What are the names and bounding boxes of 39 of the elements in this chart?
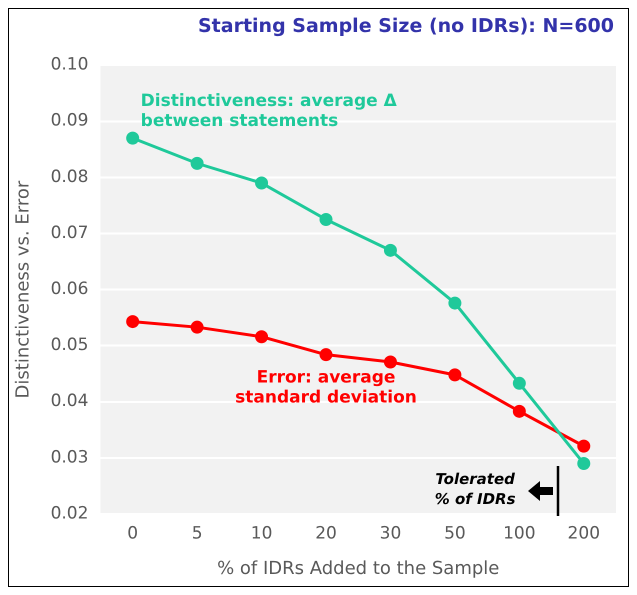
x-tick-label: 5: [192, 524, 203, 544]
x-tick-label: 50: [444, 524, 466, 544]
point: [577, 457, 590, 470]
series-label: Distinctiveness: average Δ between statements: [140, 91, 398, 132]
chart-title: Starting Sample Size (no IDRs): N=600: [196, 14, 615, 39]
x-tick-label: 100: [503, 524, 536, 544]
x-tick-label: 0: [127, 524, 138, 544]
x-tick-label: 10: [250, 524, 272, 544]
point: [448, 296, 462, 310]
point: [190, 320, 204, 334]
point: [255, 176, 268, 190]
y-tick-label: 0.07: [50, 222, 88, 243]
point: [320, 212, 333, 226]
x-tick-label: 200: [568, 524, 600, 544]
point: [126, 132, 140, 145]
point: [577, 440, 590, 453]
x-tick-label: 20: [315, 524, 337, 544]
y-tick-label: 0.10: [50, 54, 88, 75]
y-axis-title: Distinctiveness vs. Error: [12, 180, 34, 398]
point: [126, 315, 140, 328]
point: [512, 404, 526, 418]
y-tick-label: 0.03: [50, 447, 88, 468]
y-tick-label: 0.08: [50, 166, 88, 187]
y-tick-label: 0.06: [50, 279, 88, 300]
point: [512, 376, 526, 390]
y-tick-label: 0.09: [50, 110, 88, 131]
y-tick-label: 0.04: [50, 391, 88, 412]
point: [320, 348, 333, 362]
point: [255, 330, 268, 344]
annotation: Tolerated % of IDRs: [434, 470, 516, 508]
point: [448, 368, 462, 382]
x-tick-label: 30: [380, 524, 402, 544]
point: [384, 244, 397, 257]
x-axis-title: % of IDRs Added to the Sample: [217, 558, 500, 579]
y-tick-label: 0.05: [50, 335, 88, 356]
series-label: Error: average standard deviation: [235, 368, 417, 408]
point: [384, 355, 397, 368]
y-tick-label: 0.02: [50, 503, 88, 524]
point: [190, 156, 204, 170]
